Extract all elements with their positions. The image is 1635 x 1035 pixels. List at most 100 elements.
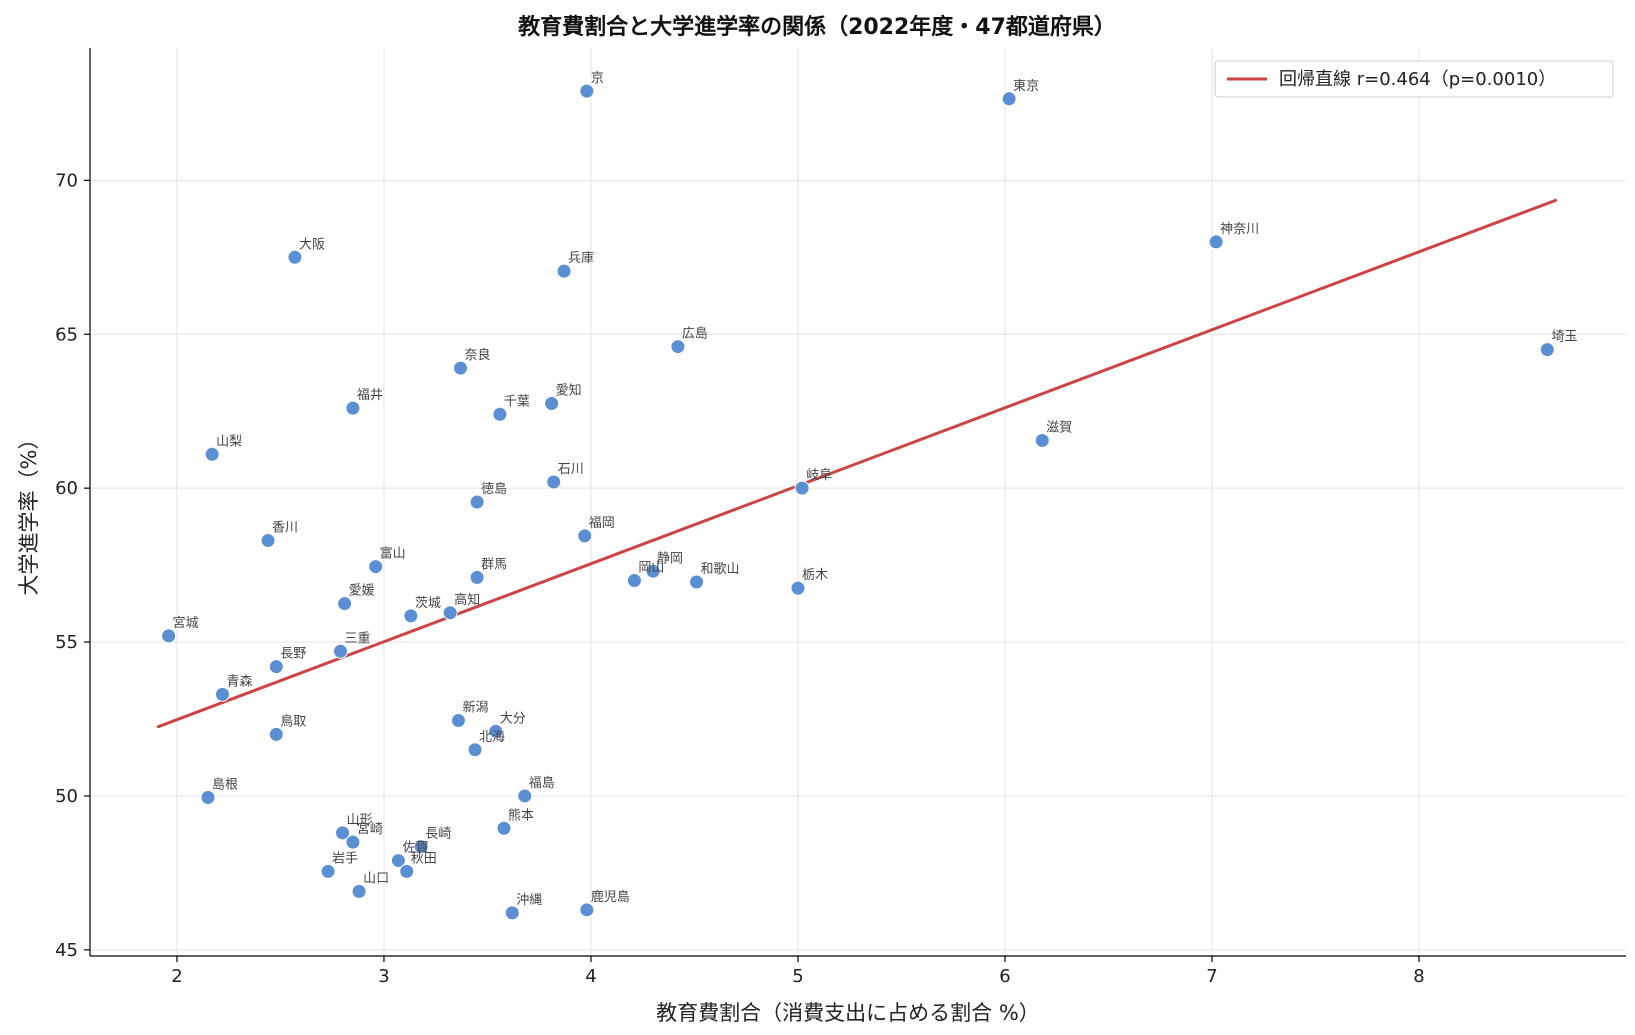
data-point	[467, 742, 483, 758]
legend: 回帰直線 r=0.464（p=0.0010）	[1214, 60, 1614, 98]
data-point	[546, 474, 562, 490]
point-label: 鳥取	[280, 714, 306, 729]
data-point	[442, 605, 458, 621]
point-label: 宮城	[173, 615, 199, 631]
data-point	[670, 339, 686, 355]
point-label: 山梨	[216, 434, 242, 449]
point-label: 千葉	[504, 394, 530, 409]
legend-box	[1214, 60, 1614, 98]
data-point	[403, 608, 419, 624]
point-label: 山口	[363, 871, 389, 886]
point-label: 群馬	[481, 557, 507, 572]
data-point	[794, 480, 810, 496]
y-tick-label: 60	[55, 478, 78, 499]
point-label: 静岡	[657, 551, 683, 566]
data-point	[161, 628, 177, 644]
grid-lines	[90, 48, 1626, 956]
point-label: 京	[591, 71, 604, 86]
point-label: 香川	[272, 520, 298, 535]
data-point	[335, 825, 351, 841]
point-label: 沖縄	[516, 893, 542, 908]
point-label: 奈良	[465, 347, 491, 363]
point-label: 岩手	[332, 851, 358, 866]
point-label: 宮崎	[357, 821, 383, 837]
data-point	[645, 563, 661, 579]
data-point	[579, 83, 595, 99]
data-point	[1208, 234, 1224, 250]
point-label: 北海	[479, 730, 505, 745]
data-point	[626, 572, 642, 588]
data-point	[345, 400, 361, 416]
data-point	[1539, 342, 1555, 358]
point-label: 福島	[529, 776, 555, 791]
x-tick-label: 4	[585, 966, 596, 987]
point-label: 大阪	[299, 237, 325, 252]
point-label: 佐賀	[402, 841, 428, 856]
legend-label: 回帰直線 r=0.464（p=0.0010）	[1279, 69, 1556, 90]
data-point	[320, 863, 336, 879]
data-point	[214, 686, 230, 702]
x-tick-label: 6	[999, 966, 1010, 987]
point-label: 新潟	[462, 700, 488, 716]
point-label: 東京	[1013, 78, 1039, 94]
point-label: 島根	[212, 777, 238, 792]
chart-title: 教育費割合と大学進学率の関係（2022年度・47都道府県）	[518, 14, 1116, 40]
y-tick-label: 65	[55, 324, 78, 345]
point-label: 和歌山	[701, 562, 740, 577]
point-label: 富山	[380, 546, 406, 562]
data-point	[268, 726, 284, 742]
point-label: 徳島	[481, 482, 507, 497]
data-point	[517, 788, 533, 804]
y-tick-label: 45	[55, 940, 78, 961]
point-label: 青森	[226, 674, 252, 689]
data-point	[204, 446, 220, 462]
data-point	[399, 863, 415, 879]
point-label: 大分	[500, 711, 526, 726]
data-point	[268, 659, 284, 675]
regression-layer	[156, 198, 1558, 729]
data-point	[450, 713, 466, 729]
data-point	[496, 820, 512, 836]
data-point	[556, 263, 572, 279]
point-label: 高知	[454, 592, 480, 608]
data-point	[332, 643, 348, 659]
point-label: 福岡	[589, 516, 615, 531]
point-label: 愛知	[556, 383, 582, 399]
data-point	[1001, 91, 1017, 107]
data-point	[337, 596, 353, 612]
data-point	[492, 406, 508, 422]
data-point	[469, 494, 485, 510]
point-label: 長野	[280, 647, 306, 662]
point-label: 山形	[347, 813, 373, 828]
x-tick-label: 7	[1206, 966, 1217, 987]
data-point	[368, 559, 384, 575]
point-label: 栃木	[802, 568, 828, 583]
point-label: 神奈川	[1220, 222, 1259, 237]
y-tick-label: 70	[55, 170, 78, 191]
data-point	[488, 723, 504, 739]
regression-line	[156, 198, 1558, 729]
x-tick-label: 5	[792, 966, 803, 987]
data-point	[287, 249, 303, 265]
data-point	[390, 853, 406, 869]
point-label: 熊本	[508, 807, 534, 823]
data-point	[689, 574, 705, 590]
data-point	[453, 360, 469, 376]
data-point	[413, 839, 429, 855]
y-tick-label: 55	[55, 632, 78, 653]
point-label: 鹿児島	[591, 889, 630, 905]
point-label: 滋賀	[1046, 420, 1072, 435]
point-label: 茨城	[415, 596, 441, 611]
point-label: 秋田	[411, 851, 437, 866]
data-point	[579, 902, 595, 918]
point-label: 長崎	[425, 827, 451, 842]
data-point	[544, 396, 560, 412]
point-label: 三重	[344, 630, 370, 646]
data-point	[504, 905, 520, 921]
data-point	[577, 528, 593, 544]
point-label: 岐阜	[806, 467, 832, 483]
y-axis-label: 大学進学率（%）	[17, 429, 41, 596]
